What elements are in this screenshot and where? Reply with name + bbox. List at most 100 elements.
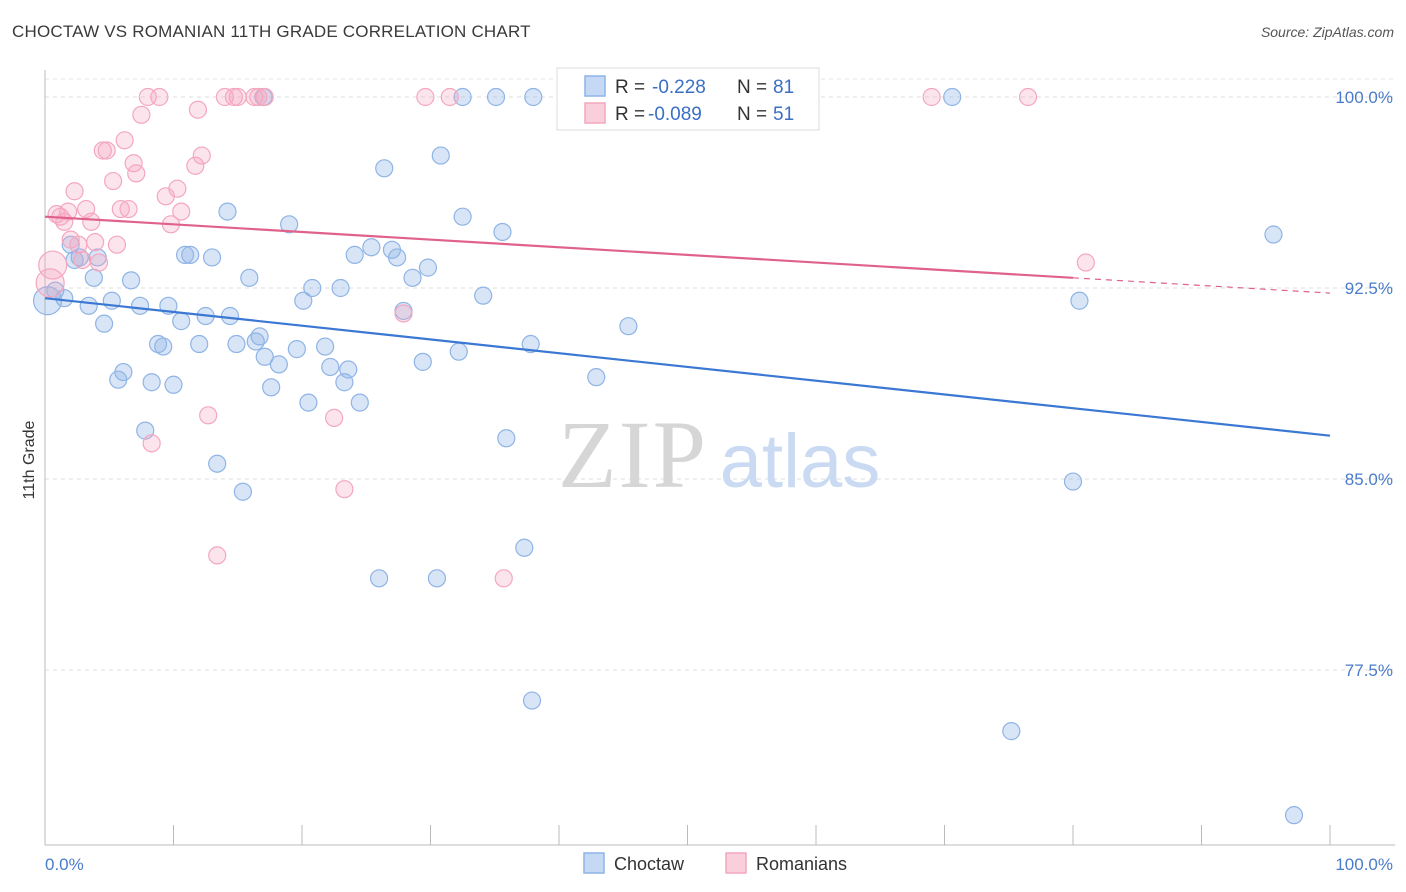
point-romanians-40 [249, 87, 268, 107]
legend-n-value-romanians: 51 [773, 104, 794, 125]
point-romanians-46 [440, 87, 459, 107]
point-romanians-34 [199, 406, 218, 425]
point-romanians-1 [38, 250, 68, 280]
point-romanians-47 [494, 569, 513, 588]
x-tick-label-1: 100.0% [1335, 855, 1393, 874]
point-choctaw-31 [233, 482, 252, 501]
y-tick-labels: 77.5% 85.0% 92.5% 100.0% [1335, 88, 1393, 680]
point-romanians-33 [192, 146, 211, 165]
point-choctaw-48 [345, 245, 364, 264]
point-romanians-9 [73, 250, 92, 270]
trendline-romanians [44, 215, 1074, 279]
point-romanians-13 [89, 253, 109, 272]
point-choctaw-21 [172, 312, 191, 331]
point-romanians-43 [335, 480, 354, 499]
point-romanians-12 [86, 233, 105, 252]
point-choctaw-51 [370, 569, 389, 588]
point-choctaw-59 [427, 569, 447, 588]
point-choctaw-13 [121, 271, 141, 290]
point-choctaw-69 [524, 87, 543, 107]
legend-n-value-choctaw: 81 [773, 77, 794, 98]
point-choctaw-30 [227, 334, 246, 354]
point-romanians-48 [922, 87, 941, 107]
legend-r-label-1: R = [615, 77, 645, 98]
legend-r-value-choctaw: -0.228 [652, 77, 706, 98]
point-choctaw-6 [79, 296, 98, 315]
point-choctaw-28 [218, 202, 237, 221]
point-romanians-39 [245, 87, 264, 107]
point-choctaw-63 [474, 286, 493, 305]
point-choctaw-39 [287, 340, 306, 359]
y-tick-label-2: 92.5% [1345, 279, 1393, 298]
point-choctaw-72 [453, 87, 472, 107]
point-choctaw-18 [154, 337, 173, 356]
legend-n-label-2: N = [737, 104, 767, 125]
point-romanians-44 [394, 304, 413, 323]
point-choctaw-62 [453, 207, 472, 226]
legend-n-label-1: N = [737, 77, 767, 98]
point-choctaw-47 [339, 360, 358, 379]
y-tick-label-1: 85.0% [1345, 470, 1393, 489]
point-romanians-19 [115, 131, 134, 150]
point-romanians-18 [111, 199, 130, 219]
legend-marker-romanians [725, 852, 747, 874]
point-choctaw-77 [1264, 225, 1283, 244]
point-choctaw-32 [240, 268, 259, 287]
point-choctaw-14 [130, 296, 150, 315]
point-choctaw-61 [449, 342, 468, 361]
legend-label-romanians: Romanians [756, 854, 847, 874]
point-choctaw-38 [280, 215, 299, 234]
watermark-zip: ZIP [558, 401, 708, 508]
point-romanians-31 [186, 156, 205, 175]
point-choctaw-65 [497, 429, 516, 448]
point-romanians-38 [228, 87, 247, 107]
legend-r-value-romanians: -0.089 [648, 104, 702, 125]
point-choctaw-50 [362, 238, 381, 257]
point-choctaw-37 [269, 355, 288, 374]
point-choctaw-26 [202, 248, 222, 267]
point-romanians-20 [119, 199, 138, 219]
point-choctaw-79 [1002, 722, 1021, 741]
point-romanians-50 [1076, 253, 1095, 272]
point-romanians-41 [255, 87, 274, 107]
point-choctaw-67 [515, 538, 534, 557]
point-choctaw-34 [250, 327, 269, 346]
chart-title: CHOCTAW VS ROMANIAN 11TH GRADE CORRELATI… [12, 22, 531, 41]
point-choctaw-3 [61, 235, 80, 254]
point-choctaw-45 [331, 278, 350, 298]
point-choctaw-68 [522, 691, 542, 710]
point-romanians-49 [1018, 87, 1038, 107]
point-choctaw-75 [1063, 472, 1083, 491]
point-choctaw-9 [95, 314, 114, 333]
point-choctaw-64 [493, 222, 512, 242]
point-choctaw-16 [142, 373, 161, 392]
point-romanians-45 [416, 87, 435, 107]
trend-lines [44, 215, 1331, 437]
point-choctaw-35 [255, 347, 274, 366]
point-choctaw-27 [208, 454, 227, 473]
series-legend: Choctaw Romanians [583, 852, 847, 874]
point-choctaw-24 [190, 334, 209, 354]
point-choctaw-2 [55, 289, 74, 308]
point-choctaw-70 [587, 368, 606, 387]
point-romanians-42 [325, 408, 344, 427]
legend-marker-choctaw [583, 852, 605, 874]
x-tick-labels: 0.0% 100.0% [45, 855, 1393, 874]
legend-label-choctaw: Choctaw [614, 854, 685, 874]
y-axis-title: 11th Grade [21, 420, 38, 499]
point-choctaw-78 [1284, 806, 1304, 825]
stats-legend: R = -0.228 N = 81 R = -0.089 N = 51 [556, 67, 820, 131]
point-choctaw-49 [350, 393, 369, 412]
point-choctaw-71 [619, 317, 638, 336]
point-choctaw-17 [148, 334, 168, 354]
point-choctaw-57 [413, 352, 432, 371]
point-romanians-37 [224, 87, 243, 107]
point-romanians-29 [168, 179, 187, 198]
point-choctaw-43 [316, 337, 335, 356]
point-choctaw-52 [375, 159, 394, 178]
point-choctaw-44 [321, 357, 340, 377]
legend-r-label-2: R = [615, 104, 645, 125]
point-romanians-5 [59, 202, 78, 221]
scatter-points [32, 87, 1304, 825]
point-choctaw-73 [486, 87, 506, 107]
